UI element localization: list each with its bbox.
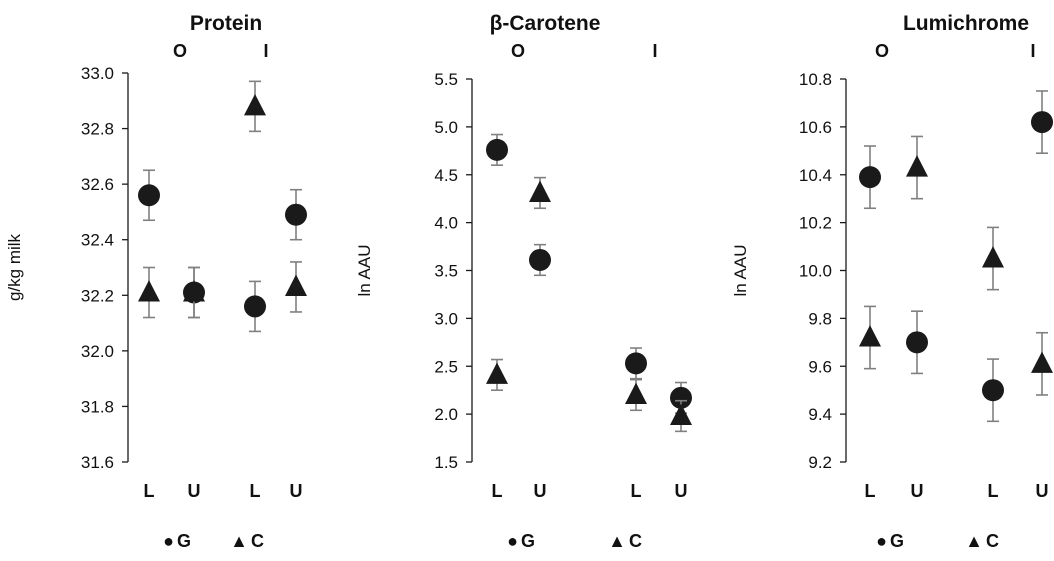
legend-label-g: G: [890, 531, 904, 551]
y-tick-label: 9.6: [808, 357, 832, 376]
legend-marker-c: ▲: [608, 531, 626, 551]
y-tick-label: 10.0: [799, 262, 832, 281]
x-category-label: U: [1036, 481, 1049, 501]
group-label: I: [652, 41, 657, 61]
legend-label-c: C: [986, 531, 999, 551]
chart-title: Lumichrome: [903, 12, 1029, 35]
legend-marker-g: ●: [163, 531, 174, 551]
data-point-c: [1031, 351, 1053, 373]
y-tick-label: 32.4: [81, 231, 114, 250]
data-point-g: [138, 184, 160, 207]
data-point-g: [244, 295, 266, 318]
x-category-label: U: [911, 481, 924, 501]
y-tick-label: 3.0: [434, 309, 458, 328]
x-category-label: L: [492, 481, 503, 501]
group-label: I: [1030, 41, 1035, 61]
y-tick-label: 31.8: [81, 397, 114, 416]
x-category-label: U: [534, 481, 547, 501]
chart-panel-3: Lumichrome O I 10.8 10.6 10.4 10.2 10.0 9.8 9.6 9.…: [731, 12, 1053, 551]
data-point-c: [625, 382, 647, 404]
y-tick-label: 32.6: [81, 175, 114, 194]
data-point-g: [906, 331, 928, 354]
y-tick-label: 3.5: [434, 262, 458, 281]
data-point-g: [982, 379, 1004, 402]
y-tick-label: 31.6: [81, 453, 114, 472]
data-point-g: [625, 352, 647, 375]
chart-title: β-Carotene: [490, 12, 601, 35]
x-category-label: U: [290, 481, 303, 501]
legend-label-g: G: [521, 531, 535, 551]
y-axis-label: ln AAU: [731, 245, 750, 297]
data-point-g: [859, 166, 881, 189]
data-point-c: [183, 280, 205, 302]
data-point-g: [670, 386, 692, 409]
y-tick-label: 9.8: [808, 309, 832, 328]
legend-marker-g: ●: [876, 531, 887, 551]
y-tick-label: 10.2: [799, 214, 832, 233]
x-category-label: L: [631, 481, 642, 501]
group-label: O: [875, 41, 889, 61]
y-tick-label: 1.5: [434, 453, 458, 472]
data-point-g: [529, 248, 551, 271]
x-category-label: L: [144, 481, 155, 501]
data-point-c: [285, 274, 307, 296]
legend-label-g: G: [177, 531, 191, 551]
group-label: O: [173, 41, 187, 61]
x-category-label: L: [865, 481, 876, 501]
data-point-c: [244, 93, 266, 116]
data-point-g: [486, 138, 508, 161]
data-point-c: [138, 280, 160, 302]
y-tick-label: 2.0: [434, 405, 458, 424]
data-point-c: [982, 246, 1004, 268]
y-tick-label: 5.5: [434, 70, 458, 89]
legend-marker-g: ●: [507, 531, 518, 551]
y-tick-label: 4.0: [434, 214, 458, 233]
y-tick-label: 32.2: [81, 286, 114, 305]
x-category-label: L: [250, 481, 261, 501]
group-label: O: [511, 41, 525, 61]
data-point-c: [486, 362, 508, 384]
y-tick-label: 33.0: [81, 64, 114, 83]
data-point-g: [1031, 111, 1053, 134]
x-category-label: U: [188, 481, 201, 501]
legend-label-c: C: [251, 531, 264, 551]
group-label: I: [263, 41, 268, 61]
y-axis-label: g/kg milk: [5, 233, 24, 301]
legend-marker-c: ▲: [965, 531, 983, 551]
chart-title: Protein: [190, 12, 262, 35]
y-tick-label: 9.2: [808, 453, 832, 472]
data-point-c: [529, 180, 551, 202]
y-tick-label: 32.8: [81, 120, 114, 139]
legend-marker-c: ▲: [230, 531, 248, 551]
x-category-label: U: [675, 481, 688, 501]
legend-label-c: C: [629, 531, 642, 551]
y-tick-label: 4.5: [434, 166, 458, 185]
data-point-g: [285, 203, 307, 226]
data-point-c: [670, 403, 692, 426]
y-tick-label: 32.0: [81, 342, 114, 361]
y-tick-label: 10.6: [799, 118, 832, 137]
chart-panel-2: β-Carotene O I 5.5 5.0 4.5 4.0 3.5 3.0 2.5 2.0 1.5 l…: [355, 12, 692, 551]
y-tick-label: 5.0: [434, 118, 458, 137]
y-tick-label: 2.5: [434, 357, 458, 376]
y-axis-label: ln AAU: [355, 245, 374, 297]
x-category-label: L: [988, 481, 999, 501]
data-point-c: [859, 325, 881, 347]
y-tick-label: 10.8: [799, 70, 832, 89]
data-point-c: [906, 155, 928, 177]
y-tick-label: 9.4: [808, 405, 832, 424]
y-tick-label: 10.4: [799, 166, 832, 185]
